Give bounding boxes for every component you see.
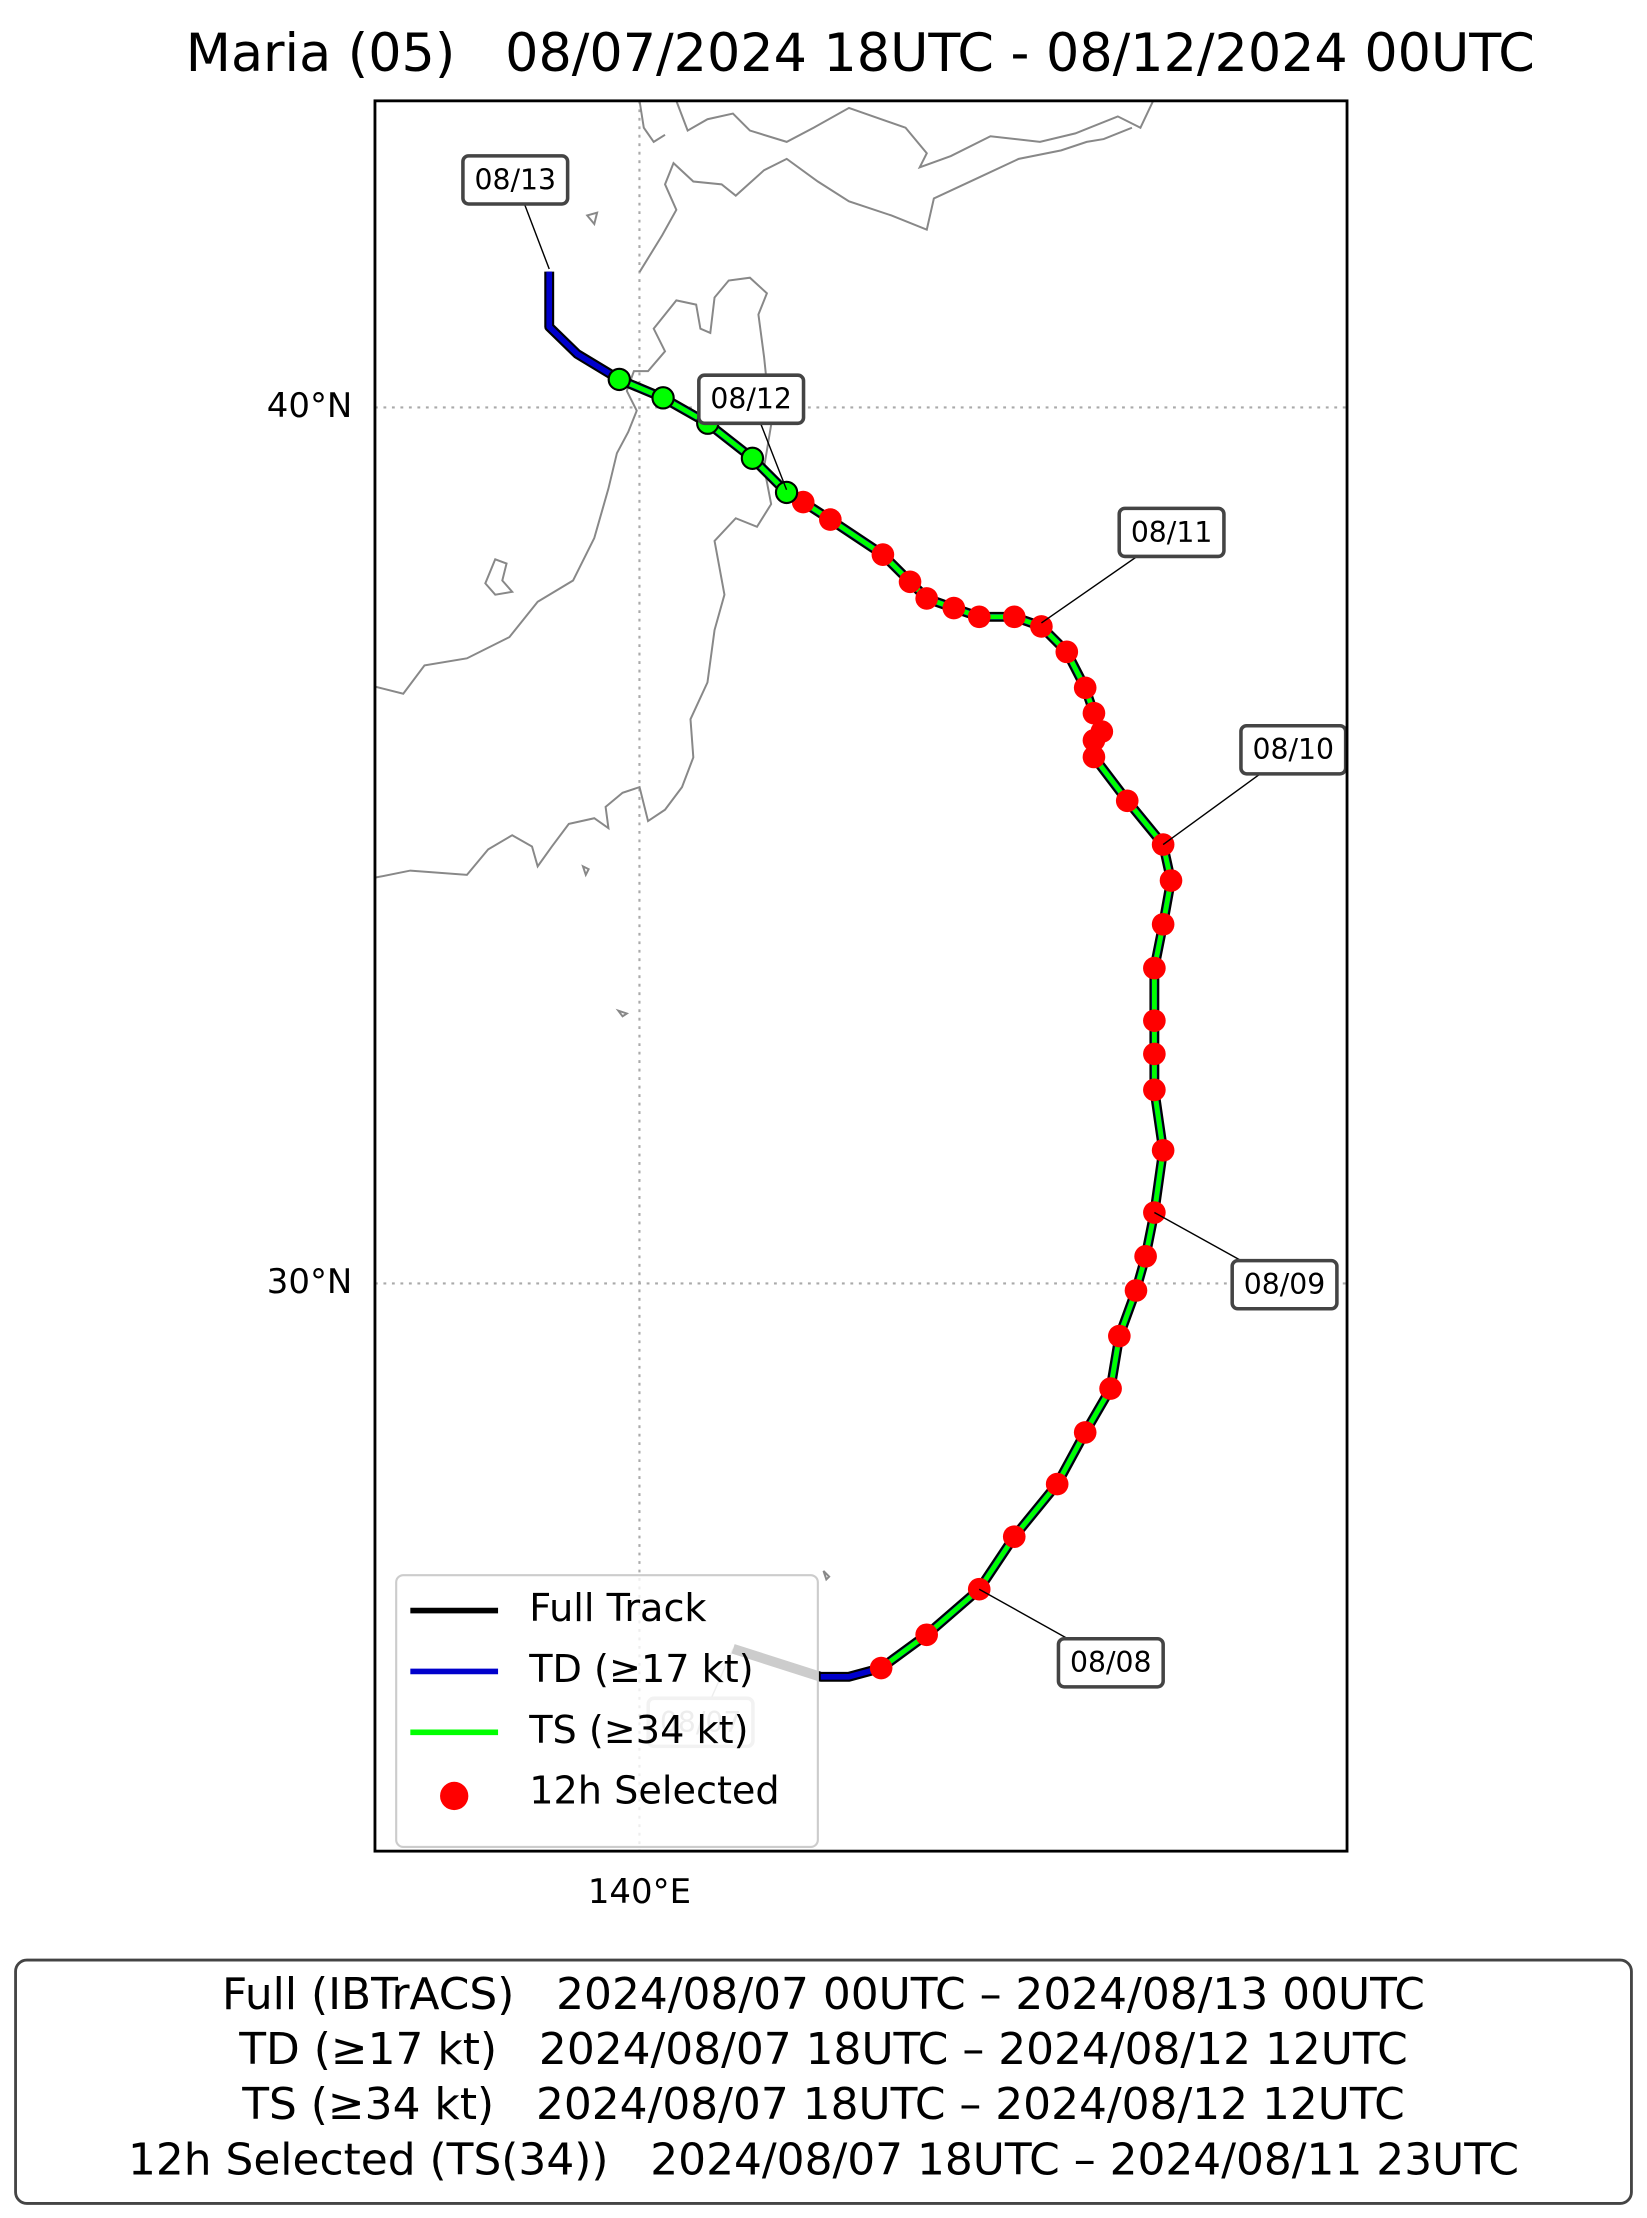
- track-point: [1045, 1472, 1069, 1496]
- coastline: [484, 558, 515, 596]
- date-label: 08/10: [1162, 723, 1348, 846]
- summary-line: 12h Selected (TS(34)) 2024/08/07 18UTC –…: [128, 2134, 1519, 2185]
- summary: Full (IBTrACS) 2024/08/07 00UTC – 2024/0…: [128, 1969, 1519, 2186]
- date-label-text: 08/13: [475, 163, 557, 196]
- summary-box: [14, 1958, 1633, 2205]
- coastline: [585, 211, 599, 227]
- track-point: [1151, 1139, 1175, 1162]
- track-point: [774, 480, 799, 505]
- track-point: [1090, 720, 1114, 743]
- track-point: [1134, 1245, 1157, 1268]
- date-label: 08/11: [1040, 506, 1226, 624]
- date-label-box: [1056, 1636, 1165, 1689]
- date-label-box: [1117, 506, 1226, 559]
- track-point: [915, 1623, 938, 1647]
- x-tick-label: 140°E: [588, 1872, 691, 1912]
- track-point: [1124, 1279, 1148, 1302]
- track-point: [1143, 1201, 1166, 1224]
- date-label-text: 08/12: [710, 383, 792, 416]
- legend-swatch: [440, 1781, 469, 1811]
- summary-line: TD (≥17 kt) 2024/08/07 18UTC – 2024/08/1…: [238, 2024, 1407, 2075]
- track-line: [618, 377, 1174, 1671]
- coastline: [822, 1570, 831, 1582]
- track-line: [546, 271, 1174, 1680]
- coastline: [638, 126, 1133, 273]
- track-point: [607, 367, 631, 392]
- coastline: [675, 100, 1155, 170]
- track-point: [869, 1656, 893, 1680]
- track-point: [1055, 640, 1079, 664]
- track-point: [1073, 676, 1097, 700]
- date-label-text: 08/11: [1131, 516, 1213, 549]
- track-point: [819, 508, 842, 531]
- date-label-box: [1230, 1258, 1339, 1311]
- date-label: 08/08: [978, 1588, 1165, 1689]
- track-line: [544, 271, 1176, 1682]
- date-label: 08/12: [697, 373, 806, 491]
- date-label-box: [461, 154, 570, 206]
- track-point: [1108, 1324, 1131, 1348]
- coastline: [638, 100, 666, 144]
- y-tick-label: 30°N: [267, 1262, 353, 1302]
- legend-label: TS (≥34 kt): [528, 1709, 748, 1753]
- track-point: [1143, 1042, 1166, 1066]
- track-point: [1115, 789, 1139, 813]
- summary-line: TS (≥34 kt) 2024/08/07 18UTC – 2024/08/1…: [241, 2079, 1405, 2130]
- date-label: 08/09: [1154, 1211, 1339, 1311]
- date-label-text: 08/09: [1244, 1268, 1326, 1301]
- track-point: [915, 587, 938, 610]
- coastline: [615, 1008, 630, 1018]
- chart-title: Maria (05) 08/07/2024 18UTC - 08/12/2024…: [186, 23, 1535, 84]
- track-point: [740, 446, 765, 470]
- date-label: 08/13: [461, 154, 570, 270]
- legend-label: TD (≥17 kt): [528, 1648, 753, 1692]
- date-label-text: 08/10: [1253, 733, 1335, 766]
- coastline: [374, 100, 1155, 1582]
- grid: [374, 100, 1348, 1852]
- track-point: [967, 605, 991, 629]
- track-point: [1159, 869, 1183, 892]
- track-point: [942, 596, 966, 620]
- track-point: [1082, 745, 1106, 769]
- coastline: [374, 276, 773, 879]
- track-point: [1002, 605, 1026, 629]
- track-point: [1002, 1525, 1026, 1548]
- tracks: [544, 271, 1183, 1682]
- date-label-box: [697, 373, 806, 426]
- track-point: [871, 543, 895, 566]
- ticks: 140°E 30°N 40°N: [267, 386, 691, 1912]
- track-point: [1151, 912, 1175, 936]
- y-tick-label: 40°N: [267, 386, 353, 426]
- track-point: [1143, 1078, 1166, 1102]
- track-point: [1099, 1377, 1122, 1400]
- legend-label: Full Track: [529, 1587, 706, 1631]
- track-point: [1143, 956, 1166, 980]
- track-point: [1073, 1421, 1097, 1444]
- track-point: [791, 490, 815, 514]
- track-point: [1082, 701, 1106, 725]
- track-point: [898, 570, 922, 594]
- map-frame: [373, 99, 1349, 1853]
- track-point: [1030, 615, 1053, 638]
- track-point: [651, 386, 675, 410]
- coastline: [581, 864, 590, 878]
- summary-line: Full (IBTrACS) 2024/08/07 00UTC – 2024/0…: [222, 1969, 1425, 2020]
- legend: Full Track TD (≥17 kt) TS (≥34 kt) 12h Sele…: [395, 1574, 819, 1848]
- legend-box: [395, 1574, 819, 1848]
- track-point: [1143, 1009, 1166, 1032]
- date-label-text: 08/08: [1070, 1646, 1152, 1679]
- legend-label: 12h Selected: [529, 1770, 779, 1814]
